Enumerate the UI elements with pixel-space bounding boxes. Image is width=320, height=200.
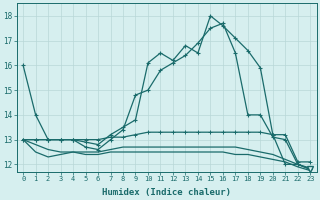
X-axis label: Humidex (Indice chaleur): Humidex (Indice chaleur) [102, 188, 231, 197]
